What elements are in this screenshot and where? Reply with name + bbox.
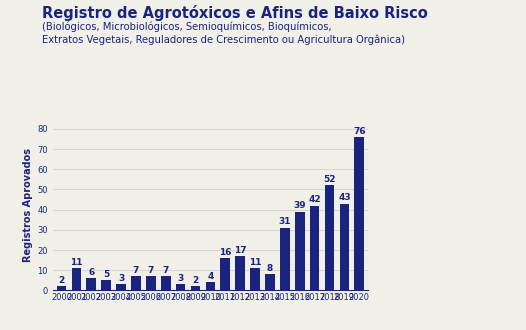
Bar [220,258,230,290]
Bar [102,280,111,290]
Bar [340,204,349,290]
Text: 11: 11 [70,258,83,267]
Bar [86,278,96,290]
Text: 17: 17 [234,246,247,255]
Bar [310,206,319,290]
Text: 16: 16 [219,248,231,257]
Text: 2: 2 [58,276,65,285]
Text: Extratos Vegetais, Reguladores de Crescimento ou Agricultura Orgânica): Extratos Vegetais, Reguladores de Cresci… [42,35,405,45]
Bar [116,284,126,290]
Bar [250,268,260,290]
Text: 52: 52 [323,175,336,184]
Bar [295,212,305,290]
Bar [265,274,275,290]
Text: 2: 2 [193,276,199,285]
Bar [176,284,186,290]
Text: Registro de Agrotóxicos e Afins de Baixo Risco: Registro de Agrotóxicos e Afins de Baixo… [42,5,428,21]
Y-axis label: Registros Aprovados: Registros Aprovados [23,148,33,262]
Text: 3: 3 [118,274,124,283]
Text: 3: 3 [177,274,184,283]
Bar [131,276,141,290]
Bar [206,282,215,290]
Text: 5: 5 [103,270,109,279]
Bar [325,185,335,290]
Text: 39: 39 [294,201,306,210]
Text: (Biológicos, Microbiológicos, Semioquímicos, Bioquímicos,: (Biológicos, Microbiológicos, Semioquími… [42,21,332,32]
Text: 11: 11 [249,258,261,267]
Text: 6: 6 [88,268,95,277]
Bar [146,276,156,290]
Bar [355,137,364,290]
Text: 4: 4 [207,272,214,281]
Bar [57,286,66,290]
Text: 76: 76 [353,127,366,136]
Text: 43: 43 [338,193,351,202]
Text: 7: 7 [133,266,139,275]
Text: 7: 7 [148,266,154,275]
Text: 7: 7 [163,266,169,275]
Bar [235,256,245,290]
Text: 31: 31 [279,217,291,226]
Bar [280,228,290,290]
Bar [72,268,81,290]
Text: 42: 42 [308,195,321,204]
Text: 8: 8 [267,264,273,273]
Bar [190,286,200,290]
Bar [161,276,170,290]
